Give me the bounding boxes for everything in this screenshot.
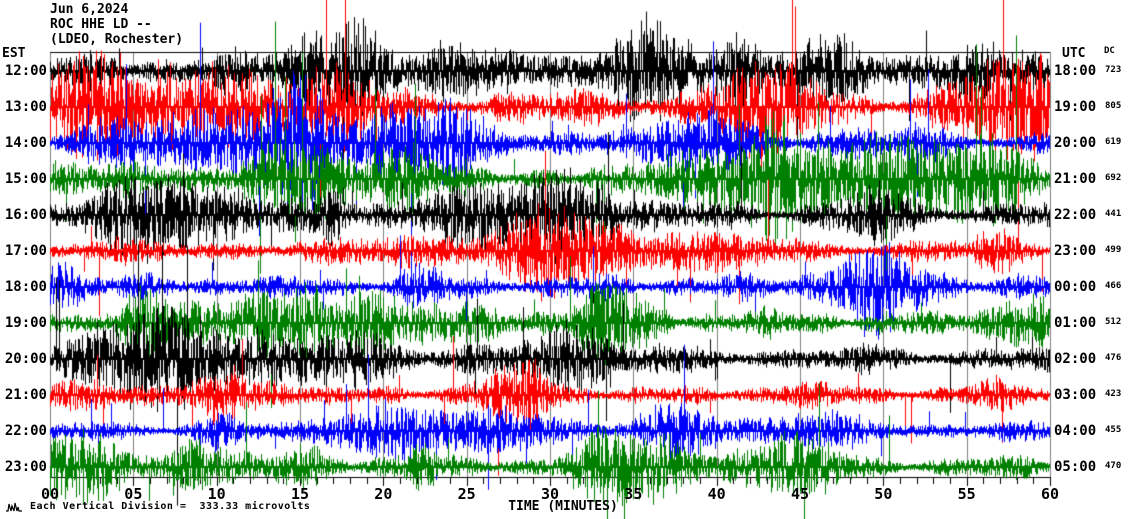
dc-offset-value: 441 <box>1105 209 1122 219</box>
est-time-label: 12:00 <box>4 63 47 79</box>
network-name-label: (LDEO, Rochester) <box>50 32 184 47</box>
dc-offset-value: 723 <box>1105 65 1122 75</box>
scale-note-label: Each Vertical Division = 333.33 microvol… <box>30 501 311 512</box>
seismic-wiggle-icon <box>6 502 22 512</box>
dc-offset-value: 692 <box>1105 173 1122 183</box>
utc-time-label: 22:00 <box>1054 207 1097 223</box>
date-label: Jun 6,2024 <box>50 2 129 17</box>
utc-time-label: 21:00 <box>1054 171 1097 187</box>
utc-time-label: 19:00 <box>1054 99 1097 115</box>
utc-time-label: 20:00 <box>1054 135 1097 151</box>
minute-tick-label: 45 <box>790 485 810 503</box>
minute-tick-label: 20 <box>374 485 393 503</box>
utc-time-label: 04:00 <box>1054 423 1097 439</box>
utc-time-label: 03:00 <box>1054 387 1097 403</box>
minute-tick-label: 25 <box>457 485 476 503</box>
dc-offset-value: 455 <box>1105 425 1122 435</box>
est-time-label: 21:00 <box>4 387 47 403</box>
est-time-label: 23:00 <box>4 459 47 475</box>
minute-tick-label: 50 <box>874 485 893 503</box>
utc-time-label: 18:00 <box>1054 63 1097 79</box>
est-time-label: 15:00 <box>4 171 47 187</box>
est-time-label: 16:00 <box>4 207 47 223</box>
minute-tick-label: 35 <box>624 485 643 503</box>
utc-time-label: 02:00 <box>1054 351 1097 367</box>
utc-time-label: 05:00 <box>1054 459 1097 475</box>
minute-tick-label: 60 <box>1040 485 1060 503</box>
dc-offset-value: 619 <box>1105 137 1122 147</box>
dc-offset-value: 476 <box>1105 353 1122 363</box>
dc-offset-value: 470 <box>1105 461 1122 471</box>
dc-offset-value: 423 <box>1105 389 1122 399</box>
est-time-label: 18:00 <box>4 279 47 295</box>
x-axis-title: TIME (MINUTES) <box>508 499 618 514</box>
est-time-label: 22:00 <box>4 423 47 439</box>
utc-time-label: 00:00 <box>1054 279 1097 295</box>
minute-tick-label: 15 <box>290 485 310 503</box>
dc-offset-value: 805 <box>1105 101 1122 111</box>
minute-tick-label: 00 <box>40 485 60 503</box>
station-code-label: ROC HHE LD -- <box>50 17 152 32</box>
dc-offset-value: 499 <box>1105 245 1122 255</box>
minute-tick-label: 10 <box>207 485 226 503</box>
minute-tick-label: 40 <box>707 485 726 503</box>
right-timezone-header: UTC <box>1062 46 1086 61</box>
est-time-label: 17:00 <box>4 243 47 259</box>
utc-time-label: 23:00 <box>1054 243 1097 259</box>
dc-offset-value: 466 <box>1105 281 1122 291</box>
est-time-label: 13:00 <box>4 99 47 115</box>
dc-column-header: DC <box>1104 46 1115 56</box>
est-time-label: 20:00 <box>4 351 47 367</box>
minute-tick-label: 55 <box>957 485 976 503</box>
dc-offset-value: 512 <box>1105 317 1122 327</box>
utc-time-label: 01:00 <box>1054 315 1097 331</box>
minute-tick-label: 05 <box>124 485 143 503</box>
est-time-label: 19:00 <box>4 315 47 331</box>
left-timezone-header: EST <box>2 46 26 61</box>
minute-tick-label: 30 <box>540 485 560 503</box>
est-time-label: 14:00 <box>4 135 47 151</box>
